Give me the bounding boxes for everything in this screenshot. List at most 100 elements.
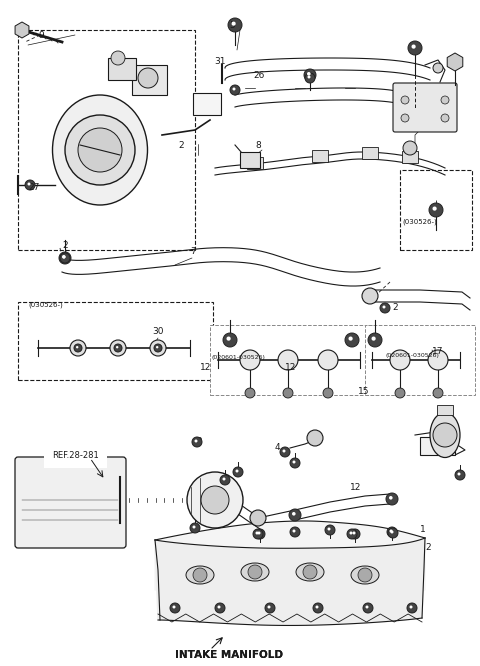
Circle shape (349, 531, 352, 535)
Circle shape (240, 350, 260, 370)
Text: 4: 4 (275, 444, 281, 452)
Text: 8: 8 (255, 141, 261, 149)
Circle shape (368, 333, 382, 347)
Circle shape (358, 568, 372, 582)
Circle shape (267, 605, 271, 609)
Circle shape (325, 525, 335, 535)
Circle shape (350, 529, 360, 539)
FancyBboxPatch shape (393, 83, 457, 132)
Circle shape (409, 605, 412, 609)
Circle shape (78, 128, 122, 172)
Circle shape (433, 63, 443, 73)
Circle shape (348, 336, 353, 341)
Circle shape (387, 527, 397, 537)
Bar (132, 65, 167, 95)
Text: 2: 2 (392, 304, 397, 312)
Circle shape (222, 499, 226, 503)
Circle shape (280, 447, 290, 457)
Circle shape (62, 256, 65, 258)
Text: (030526-): (030526-) (28, 302, 63, 308)
Polygon shape (155, 521, 425, 590)
Bar (18, 30, 195, 250)
Circle shape (187, 472, 243, 528)
Circle shape (292, 512, 296, 515)
Circle shape (217, 605, 220, 609)
Circle shape (386, 493, 398, 505)
Circle shape (219, 496, 231, 508)
Circle shape (255, 529, 265, 539)
Bar (362, 147, 378, 159)
Circle shape (441, 114, 449, 122)
Circle shape (114, 344, 122, 352)
Circle shape (74, 344, 82, 352)
Circle shape (304, 69, 316, 81)
Ellipse shape (351, 566, 379, 584)
Circle shape (232, 87, 236, 91)
Circle shape (192, 437, 202, 447)
Circle shape (70, 340, 86, 356)
Circle shape (363, 603, 373, 613)
Circle shape (215, 603, 225, 613)
Circle shape (62, 255, 66, 258)
Circle shape (305, 73, 315, 83)
Circle shape (315, 605, 319, 609)
FancyBboxPatch shape (210, 325, 375, 395)
Text: 2: 2 (196, 438, 202, 446)
Circle shape (390, 350, 410, 370)
Circle shape (323, 388, 333, 398)
Text: REF.28-281: REF.28-281 (52, 450, 99, 460)
Circle shape (250, 510, 266, 526)
Circle shape (408, 41, 422, 55)
Circle shape (389, 529, 393, 533)
Text: (020601-030526): (020601-030526) (212, 356, 266, 360)
Circle shape (227, 336, 231, 341)
Circle shape (116, 346, 119, 348)
Circle shape (365, 605, 369, 609)
Text: 17: 17 (432, 348, 444, 356)
Text: 9: 9 (38, 31, 44, 39)
Circle shape (283, 450, 286, 452)
Circle shape (154, 344, 162, 352)
Circle shape (388, 528, 398, 538)
Circle shape (433, 388, 443, 398)
Circle shape (283, 388, 293, 398)
Text: 27: 27 (28, 184, 39, 192)
Bar (402, 151, 418, 163)
Circle shape (307, 430, 323, 446)
FancyBboxPatch shape (400, 170, 472, 250)
Text: 2: 2 (62, 240, 68, 250)
Circle shape (253, 529, 263, 539)
Circle shape (307, 72, 311, 76)
Circle shape (172, 605, 176, 609)
Circle shape (236, 470, 239, 472)
Text: 1: 1 (420, 525, 426, 535)
Circle shape (403, 141, 417, 155)
Text: 31: 31 (214, 57, 226, 67)
Circle shape (230, 85, 240, 95)
Circle shape (27, 182, 31, 186)
Circle shape (395, 388, 405, 398)
Circle shape (111, 51, 125, 65)
Circle shape (150, 340, 166, 356)
Circle shape (248, 565, 262, 579)
Circle shape (156, 346, 158, 348)
Bar (193, 93, 221, 115)
Circle shape (231, 21, 236, 26)
Text: 12: 12 (350, 484, 361, 492)
Circle shape (265, 603, 275, 613)
Text: INTAKE MANIFOLD: INTAKE MANIFOLD (175, 650, 283, 660)
Circle shape (457, 472, 460, 476)
Text: 2: 2 (178, 141, 184, 149)
Ellipse shape (241, 563, 269, 581)
Polygon shape (155, 538, 425, 625)
Circle shape (223, 478, 226, 480)
Text: 12: 12 (285, 364, 296, 372)
Polygon shape (447, 53, 463, 71)
Circle shape (391, 531, 394, 533)
Circle shape (290, 458, 300, 468)
Circle shape (380, 303, 390, 313)
Circle shape (347, 529, 357, 539)
Bar (420, 437, 455, 455)
Circle shape (228, 18, 242, 32)
Circle shape (433, 423, 457, 447)
